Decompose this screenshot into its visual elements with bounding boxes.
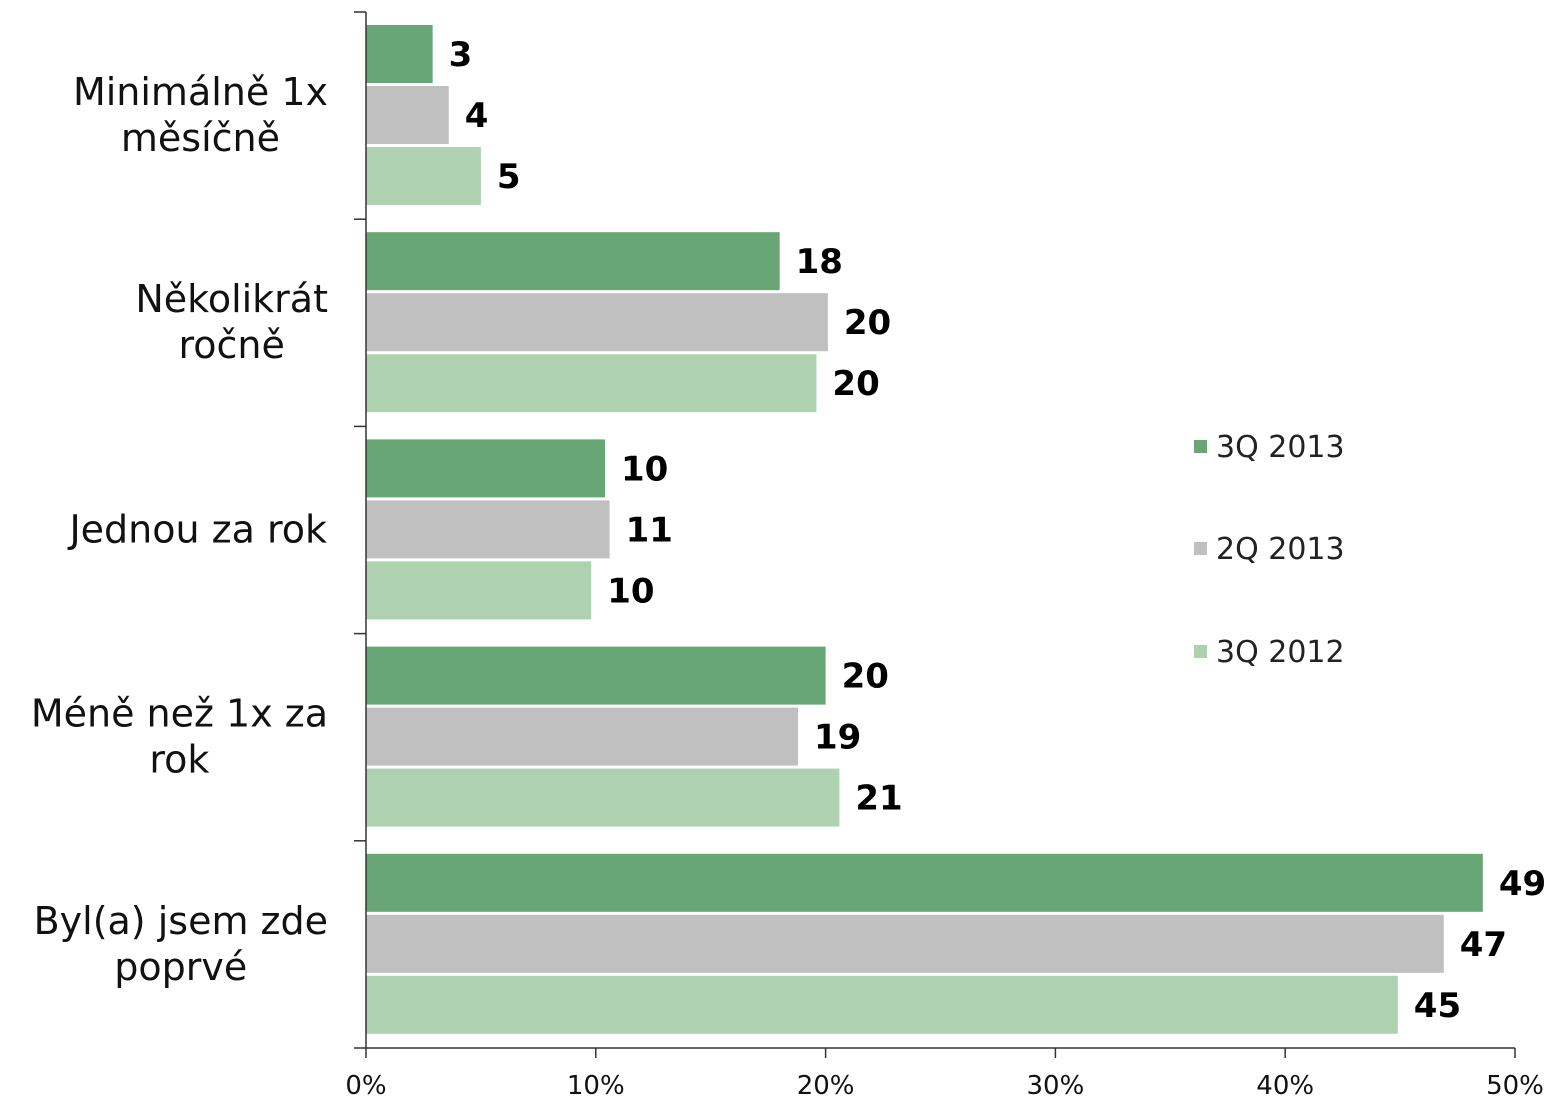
bar: [366, 561, 592, 620]
category-label-line: Méně než 1x za: [31, 692, 328, 736]
bar: [366, 354, 817, 413]
category-labels-layer: Minimálně 1x měsíčně Několikrát ročně Jednou…: [31, 70, 328, 989]
x-tick-label: 30%: [1027, 1071, 1085, 1098]
data-label: 11: [626, 510, 673, 550]
data-label: 49: [1499, 864, 1546, 904]
category-label: Byl(a) jsem zde poprvé: [34, 899, 328, 989]
bar: [366, 293, 828, 352]
data-label: 5: [497, 157, 521, 197]
data-label: 20: [844, 303, 891, 343]
data-label: 21: [855, 779, 902, 819]
x-tick-label: 40%: [1256, 1071, 1314, 1098]
x-tick-label: 20%: [797, 1071, 855, 1098]
data-label: 10: [621, 449, 668, 489]
data-label: 47: [1460, 925, 1507, 965]
legend-swatch: [1194, 440, 1207, 453]
bar: [366, 707, 799, 766]
legend-label: 3Q 2012: [1216, 635, 1345, 670]
category-label-line: Byl(a) jsem zde: [34, 899, 328, 943]
data-label: 45: [1414, 986, 1461, 1026]
x-tick-label: 50%: [1486, 1071, 1544, 1098]
bar: [366, 500, 610, 559]
data-label: 3: [449, 35, 473, 75]
category-label-line: Několikrát: [135, 277, 328, 321]
category-label: Jednou za rok: [67, 507, 327, 551]
category-label: Méně než 1x za rok: [31, 692, 328, 782]
category-label: Několikrát ročně: [135, 277, 328, 367]
data-label: 18: [796, 242, 843, 282]
x-tick-label: 10%: [567, 1071, 625, 1098]
bar: [366, 914, 1444, 973]
category-label-line: poprvé: [114, 945, 247, 989]
legend-label: 3Q 2013: [1216, 430, 1345, 465]
bar: [366, 232, 780, 291]
bar: [366, 853, 1483, 912]
category-label-line: ročně: [178, 323, 284, 367]
category-label-line: měsíčně: [121, 116, 280, 160]
legend-label: 2Q 2013: [1216, 532, 1345, 567]
x-tick-label: 0%: [345, 1071, 386, 1098]
category-label: Minimálně 1x měsíčně: [73, 70, 328, 160]
category-label-line: Minimálně 1x: [73, 70, 328, 114]
bar: [366, 25, 433, 83]
bar: [366, 975, 1398, 1034]
bar: [366, 439, 605, 498]
data-label: 20: [842, 657, 889, 697]
bar: [366, 86, 449, 144]
legend-swatch: [1194, 645, 1207, 658]
legend-swatch: [1194, 542, 1207, 555]
bars-layer: [366, 25, 1483, 1034]
bar: [366, 768, 840, 827]
bar: [366, 147, 481, 205]
data-label: 10: [607, 571, 654, 611]
legend: 3Q 2013 2Q 2013 3Q 2012: [1194, 430, 1345, 670]
data-label: 20: [832, 364, 879, 404]
axes-layer: 0% 10% 20% 30% 40% 50%: [345, 11, 1544, 1098]
category-label-line: rok: [149, 738, 209, 782]
category-label-line: Jednou za rok: [67, 507, 327, 551]
bar: [366, 646, 826, 705]
data-label: 4: [465, 96, 489, 136]
data-label: 19: [814, 718, 861, 758]
